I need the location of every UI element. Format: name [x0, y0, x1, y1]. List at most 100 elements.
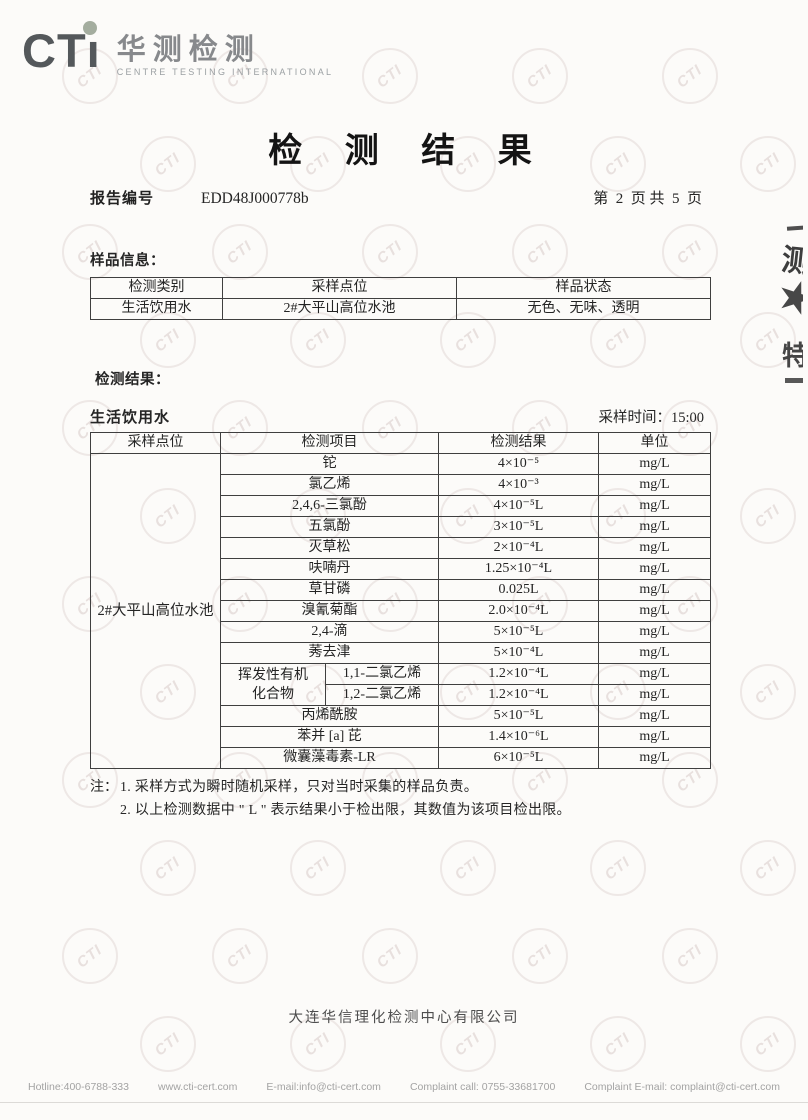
cti-watermark-icon: CTI [740, 840, 796, 896]
voc-group-cell: 挥发性有机 化合物 [220, 663, 326, 706]
item-cell: 灭草松 [220, 537, 439, 559]
notes-label: 注： [90, 780, 118, 795]
logo-chinese-name: 华测检测 [116, 34, 261, 66]
unit-cell: mg/L [598, 747, 711, 769]
unit-cell: mg/L [598, 495, 711, 517]
cti-watermark-icon: CTI [140, 840, 196, 896]
cti-logo: CTı 华测检测 CENTRE TESTING INTERNATIONAL [22, 21, 334, 77]
unit-cell: mg/L [598, 537, 711, 559]
item-cell: 草甘磷 [220, 579, 439, 601]
cti-logo-letters: CTı [22, 21, 101, 77]
result-cell: 4×10⁻⁵L [438, 495, 599, 517]
results-table: 采样点位 检测项目 检测结果 单位 2#大平山高位水池 铊 4×10⁻⁵ mg/… [90, 432, 711, 769]
sample-info-table: 检测类别 采样点位 样品状态 生活饮用水 2#大平山高位水池 无色、无味、透明 [90, 277, 711, 320]
report-number-row: 报告编号 EDD48J000778b 第 2 页 共 5 页 [90, 187, 710, 208]
unit-cell: mg/L [598, 663, 711, 685]
unit-cell: mg/L [598, 558, 711, 580]
column-header: 采样点位 [222, 277, 457, 299]
stamp-dash-icon [785, 378, 803, 383]
result-cell: 3×10⁻⁵L [438, 516, 599, 538]
result-cell: 4×10⁻⁵ [438, 453, 599, 475]
sampling-time: 采样时间：15:00 [598, 406, 704, 427]
report-number-label: 报告编号 [90, 191, 155, 207]
sampling-time-label: 采样时间： [598, 410, 671, 426]
table-row: 微囊藻毒素-LR 6×10⁻⁵L mg/L [91, 747, 711, 769]
unit-cell: mg/L [598, 621, 711, 643]
item-cell: 1,2-二氯乙烯 [325, 684, 439, 706]
result-cell: 1.4×10⁻⁶L [438, 726, 599, 748]
cti-watermark-icon: CTI [662, 928, 718, 984]
column-header: 检测项目 [220, 432, 439, 454]
logo-english-name: CENTRE TESTING INTERNATIONAL [116, 67, 334, 77]
table-row: 2#大平山高位水池 铊 4×10⁻⁵ mg/L [90, 453, 711, 769]
table-row: 溴氰菊酯 2.0×10⁻⁴L mg/L [91, 600, 711, 622]
company-name: 大连华信理化检测中心有限公司 [288, 1010, 520, 1026]
table-row: 挥发性有机 化合物 1,1-二氯乙烯 1.2×10⁻⁴L mg/L [91, 663, 711, 706]
note-line-2: 2. 以上检测数据中 " L " 表示结果小于检出限，其数值为该项目检出限。 [120, 803, 571, 818]
cti-watermark-icon: CTI [212, 928, 268, 984]
unit-cell: mg/L [598, 453, 711, 475]
table-row: 丙烯酰胺 5×10⁻⁵L mg/L [91, 705, 711, 727]
unit-cell: mg/L [598, 726, 711, 748]
result-cell: 0.025L [438, 579, 599, 601]
complaint-email-text: Complaint E-mail: complaint@cti-cert.com [584, 1081, 780, 1093]
sampling-time-value: 15:00 [670, 410, 704, 426]
voc-group-line1: 挥发性有机 [238, 667, 308, 683]
cti-watermark-icon: CTI [512, 928, 568, 984]
unit-cell: mg/L [598, 705, 711, 727]
unit-cell: mg/L [598, 516, 711, 538]
footer-contact-bar: Hotline:400-6788-333 www.cti-cert.com E-… [0, 1081, 808, 1093]
page-title: 检 测 结 果 [268, 133, 549, 170]
cti-watermark-icon: CTI [362, 928, 418, 984]
cti-watermark-icon: CTI [440, 840, 496, 896]
sample-category-cell: 生活饮用水 [90, 298, 223, 320]
result-cell: 2×10⁻⁴L [438, 537, 599, 559]
unit-cell: mg/L [598, 474, 711, 496]
email-text: E-mail:info@cti-cert.com [266, 1081, 381, 1093]
cti-watermark-icon: CTI [740, 136, 796, 192]
cti-logo-i-stem: ı [86, 24, 101, 77]
table-row: 呋喃丹 1.25×10⁻⁴L mg/L [91, 558, 711, 580]
cti-watermark-icon: CTI [62, 928, 118, 984]
cti-watermark-icon: CTI [290, 840, 346, 896]
sample-info-header-row: 检测类别 采样点位 样品状态 [90, 277, 711, 299]
footer-divider [0, 1102, 808, 1103]
website-text: www.cti-cert.com [158, 1081, 238, 1093]
unit-cell: mg/L [598, 600, 711, 622]
result-cell: 6×10⁻⁵L [438, 747, 599, 769]
logo-i-dot-icon [83, 21, 97, 35]
item-cell: 五氯酚 [220, 516, 439, 538]
sampling-site-cell: 2#大平山高位水池 [90, 453, 221, 769]
item-cell: 溴氰菊酯 [220, 600, 439, 622]
sample-info-section-title: 样品信息： [90, 253, 165, 269]
edge-stamp: 测 ★ 特 [773, 214, 803, 394]
stamp-dash-icon [786, 225, 803, 231]
item-cell: 苯并 [a] 芘 [220, 726, 439, 748]
results-header-row: 采样点位 检测项目 检测结果 单位 [90, 432, 711, 454]
column-header: 采样点位 [90, 432, 221, 454]
complaint-call-text: Complaint call: 0755-33681700 [409, 1081, 556, 1093]
table-row: 莠去津 5×10⁻⁴L mg/L [91, 642, 711, 664]
sample-site-cell: 2#大平山高位水池 [222, 298, 457, 320]
item-cell: 氯乙烯 [220, 474, 439, 496]
column-header: 检测结果 [438, 432, 599, 454]
note-line-1: 1. 采样方式为瞬时随机采样，只对当时采集的样品负责。 [120, 780, 479, 795]
sample-info-data-row: 生活饮用水 2#大平山高位水池 无色、无味、透明 [90, 298, 711, 320]
column-header: 检测类别 [90, 277, 223, 299]
result-cell: 5×10⁻⁵L [438, 621, 599, 643]
notes-block: 注： 1. 采样方式为瞬时随机采样，只对当时采集的样品负责。 2. 以上检测数据… [90, 776, 710, 822]
star-icon: ★ [773, 268, 803, 327]
result-cell: 1.2×10⁻⁴L [438, 663, 599, 685]
table-row: 草甘磷 0.025L mg/L [91, 579, 711, 601]
item-cell: 微囊藻毒素-LR [220, 747, 439, 769]
report-number-value: EDD48J000778b [201, 190, 309, 207]
unit-cell: mg/L [598, 642, 711, 664]
item-cell: 莠去津 [220, 642, 439, 664]
item-cell: 2,4-滴 [220, 621, 439, 643]
cti-watermark-icon: CTI [740, 664, 796, 720]
item-cell: 2,4,6-三氯酚 [220, 495, 439, 517]
water-type-row: 生活饮用水 采样时间：15:00 [90, 406, 710, 427]
column-header: 样品状态 [456, 277, 711, 299]
results-section-title: 检测结果： [95, 372, 170, 388]
